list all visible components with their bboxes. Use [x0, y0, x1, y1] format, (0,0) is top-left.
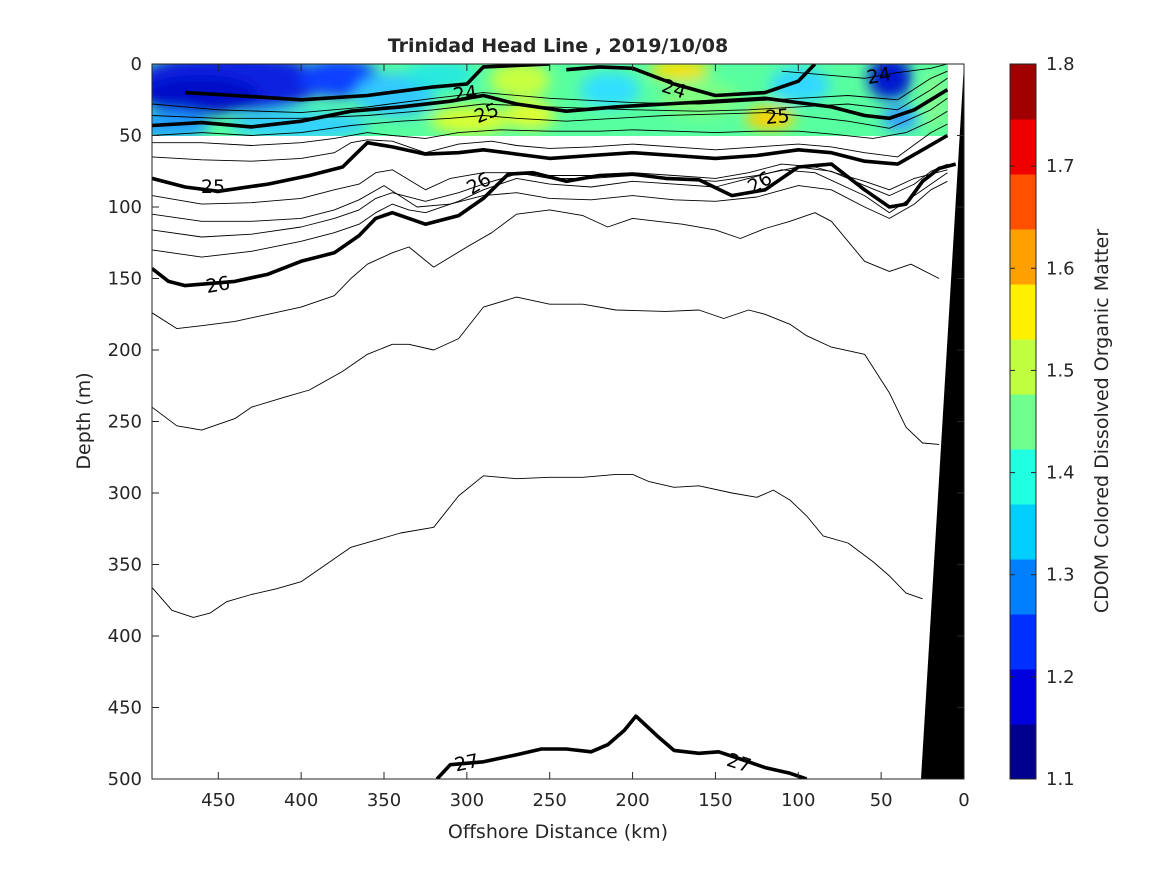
colorbar-tick-label: 1.6: [1046, 258, 1075, 279]
colorbar-ticks: 1.1 1.2 1.3 1.4 1.5 1.6 1.7 1.8: [1010, 54, 1075, 790]
plot-area: [152, 64, 964, 779]
x-tick-label: 350: [367, 790, 401, 811]
colorbar: [1009, 63, 1037, 780]
x-tick-label: 50: [870, 790, 893, 811]
colorbar-segment: [1010, 394, 1036, 450]
colorbar-label: CDOM Colored Dissolved Organic Matter: [1091, 229, 1113, 613]
isopycnal-line: [566, 64, 817, 98]
colorbar-tick-label: 1.4: [1046, 463, 1075, 484]
y-tick-label: 200: [108, 340, 142, 361]
x-tick-label: 100: [781, 790, 815, 811]
colorbar-tick-label: 1.7: [1046, 156, 1075, 177]
contour-label-24: 24: [865, 63, 893, 89]
isopycnal-line: [152, 473, 923, 618]
x-axis-ticks: 450 400 350 300 250 200 150 100 50 0: [201, 64, 970, 811]
isopycnal-line: [152, 133, 949, 194]
colorbar-segment: [1010, 229, 1036, 285]
colorbar-segment: [1010, 669, 1036, 725]
isopycnal-line: [781, 64, 948, 79]
y-tick-label: 500: [108, 769, 142, 790]
isopycnal-line: [152, 209, 940, 330]
x-tick-label: 250: [533, 790, 567, 811]
isopycnal-contours: [152, 64, 957, 779]
colorbar-segment: [1010, 724, 1036, 780]
x-tick-label: 300: [450, 790, 484, 811]
y-tick-label: 300: [108, 483, 142, 504]
chart-title: Trinidad Head Line , 2019/10/08: [388, 35, 728, 57]
y-tick-label: 250: [108, 412, 142, 433]
colorbar-segment: [1010, 284, 1036, 340]
isopycnal-line: [152, 163, 948, 238]
isopycnal-line: [152, 169, 948, 258]
isopycnal-line: [184, 64, 550, 102]
contour-label-27: 27: [453, 750, 481, 777]
colorbar-segment: [1010, 614, 1036, 670]
x-tick-label: 200: [615, 790, 649, 811]
colorbar-segment: [1010, 174, 1036, 230]
bathymetry-fill: [921, 64, 964, 779]
isopycnal-line: [152, 162, 957, 288]
colorbar-frame: [1009, 63, 1037, 780]
isopycnal-line: [152, 180, 948, 222]
colorbar-segment: [1010, 119, 1036, 175]
colorbar-tick-label: 1.2: [1046, 667, 1075, 688]
contour-label-24: 24: [452, 81, 479, 106]
y-tick-label: 450: [108, 698, 142, 719]
y-axis-ticks: 0 50 100 150 200 250 300 350 400 450 500: [108, 54, 964, 790]
isopycnal-line: [152, 97, 948, 136]
y-tick-label: 100: [108, 197, 142, 218]
y-tick-label: 350: [108, 555, 142, 576]
colorbar-segment: [1010, 504, 1036, 560]
isopycnal-line: [152, 70, 948, 114]
colorbar-tick-label: 1.3: [1046, 565, 1075, 586]
y-axis-label: Depth (m): [73, 372, 95, 469]
colorbar-segment: [1010, 64, 1036, 120]
y-tick-label: 0: [131, 54, 142, 75]
y-tick-label: 150: [108, 269, 142, 290]
contour-label-25: 25: [201, 176, 225, 198]
isopycnal-line: [152, 88, 949, 129]
colorbar-segment: [1010, 559, 1036, 615]
y-tick-label: 400: [108, 626, 142, 647]
isopycnal-line: [152, 123, 948, 162]
x-axis-label: Offshore Distance (km): [448, 821, 668, 843]
x-tick-label: 150: [698, 790, 732, 811]
colorbar-tick-label: 1.5: [1046, 360, 1075, 381]
x-tick-label: 400: [284, 790, 318, 811]
y-tick-label: 50: [119, 126, 142, 147]
isopycnal-line: [435, 714, 808, 779]
x-tick-label: 0: [958, 790, 969, 811]
colorbar-tick-label: 1.8: [1046, 54, 1075, 75]
isopycnal-line: [152, 110, 948, 146]
contour-label-26: 26: [204, 272, 232, 298]
colorbar-segment: [1010, 339, 1036, 395]
colorbar-tick-label: 1.1: [1046, 769, 1075, 790]
isopycnal-line: [152, 296, 940, 445]
contour-label-25: 25: [764, 105, 790, 129]
x-tick-label: 450: [201, 790, 235, 811]
colorbar-segment: [1010, 449, 1036, 505]
